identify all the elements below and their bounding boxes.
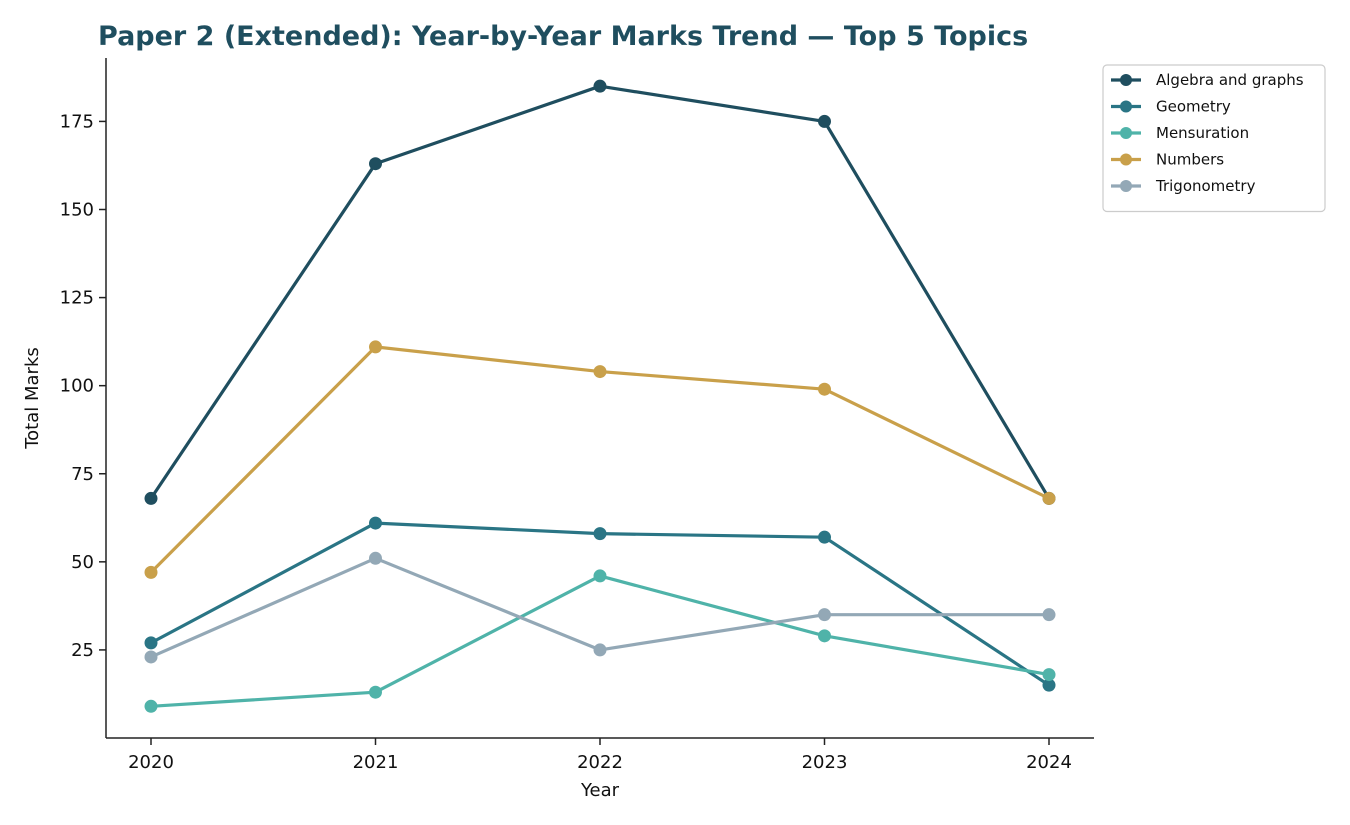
data-point-trigonometry <box>144 650 158 664</box>
data-point-geometry <box>1042 678 1056 692</box>
legend-label: Geometry <box>1156 98 1231 116</box>
data-point-geometry <box>593 527 607 541</box>
x-tick-label: 2024 <box>1026 752 1072 773</box>
series-layer <box>144 79 1056 713</box>
series-geometry <box>144 516 1056 692</box>
data-point-trigonometry <box>593 643 607 657</box>
axes: 25 50 75 100 125 150 175 2020 2021 2022 2023 2024 <box>60 58 1094 773</box>
data-point-mensuration <box>369 685 382 699</box>
data-point-algebra-and-graphs <box>144 491 158 505</box>
y-tick-label: 175 <box>60 111 94 132</box>
data-point-algebra-and-graphs <box>593 79 607 93</box>
data-point-mensuration <box>1042 668 1056 682</box>
series-numbers <box>144 340 1056 579</box>
x-axis-label: Year <box>580 780 620 801</box>
data-point-geometry <box>144 636 158 650</box>
data-point-numbers <box>818 382 831 396</box>
data-point-mensuration <box>818 629 831 643</box>
x-tick-label: 2023 <box>802 752 848 773</box>
legend-swatch-marker <box>1120 74 1132 86</box>
y-tick-label: 25 <box>71 640 94 661</box>
legend-item-algebra-and-graphs: Algebra and graphs <box>1111 71 1304 89</box>
legend-swatch-marker <box>1120 100 1132 113</box>
data-point-trigonometry <box>369 551 382 565</box>
y-tick-label: 150 <box>60 200 94 221</box>
legend-frame <box>1102 64 1326 213</box>
legend-item-mensuration: Mensuration <box>1111 124 1249 142</box>
x-tick-label: 2022 <box>577 752 623 773</box>
chart-title: Paper 2 (Extended): Year-by-Year Marks T… <box>98 21 1028 52</box>
data-point-trigonometry <box>818 608 831 622</box>
series-mensuration <box>144 569 1056 713</box>
legend-swatch-marker <box>1120 153 1132 166</box>
series-trigonometry <box>144 551 1056 664</box>
data-point-numbers <box>144 565 158 579</box>
x-tick-label: 2020 <box>128 752 174 773</box>
y-tick-label: 100 <box>60 376 94 397</box>
data-point-geometry <box>369 516 382 530</box>
legend-item-trigonometry: Trigonometry <box>1111 177 1256 195</box>
legend-swatch-marker <box>1120 127 1132 139</box>
series-line-geometry <box>150 521 1050 687</box>
data-point-numbers <box>593 365 607 379</box>
data-point-mensuration <box>593 569 607 583</box>
data-point-trigonometry <box>1042 608 1056 622</box>
y-tick-label: 125 <box>60 288 94 309</box>
y-tick-label: 50 <box>71 552 94 573</box>
legend-item-geometry: Geometry <box>1111 98 1231 116</box>
legend-label: Trigonometry <box>1155 177 1256 195</box>
x-tick-label: 2021 <box>353 752 399 773</box>
y-tick-label: 75 <box>71 464 94 485</box>
data-point-algebra-and-graphs <box>369 157 382 171</box>
legend-label: Mensuration <box>1156 124 1249 142</box>
data-point-algebra-and-graphs <box>818 114 831 128</box>
data-point-geometry <box>818 530 831 544</box>
legend-label: Numbers <box>1156 151 1224 169</box>
data-point-mensuration <box>144 699 158 713</box>
legend-label: Algebra and graphs <box>1156 71 1304 89</box>
legend-item-numbers: Numbers <box>1111 151 1224 169</box>
data-point-numbers <box>369 340 382 354</box>
data-point-numbers <box>1042 491 1056 505</box>
legend-swatch-marker <box>1120 180 1132 192</box>
y-axis-label: Total Marks <box>22 347 43 450</box>
legend: Algebra and graphs Geometry Mensuration Num… <box>1102 64 1326 213</box>
